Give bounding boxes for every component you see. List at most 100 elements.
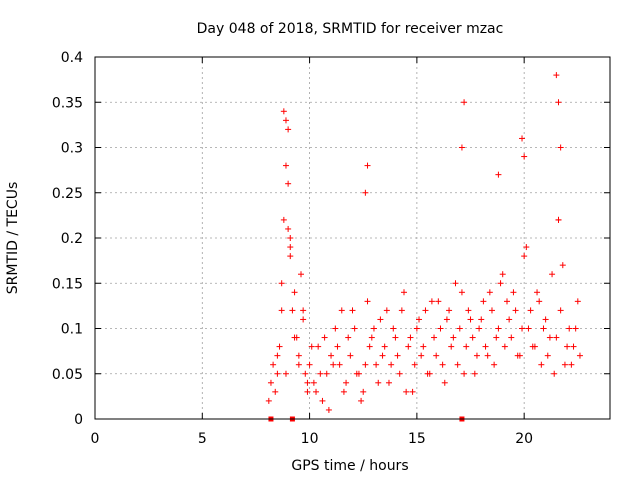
data-point	[553, 334, 560, 341]
y-tick-label: 0.25	[52, 186, 83, 202]
data-point	[280, 216, 287, 223]
data-point	[448, 343, 455, 350]
data-point	[330, 361, 337, 368]
data-point	[544, 352, 551, 359]
data-point	[534, 289, 541, 296]
data-point	[491, 361, 498, 368]
data-point	[476, 325, 483, 332]
data-point	[482, 343, 489, 350]
data-point	[420, 343, 427, 350]
data-point	[313, 388, 320, 395]
data-point	[504, 298, 510, 305]
y-tick-label: 0.1	[61, 322, 83, 338]
data-point	[514, 352, 521, 359]
data-point	[433, 352, 440, 359]
data-point	[295, 352, 302, 359]
data-point	[441, 379, 448, 386]
data-point	[501, 343, 508, 350]
data-point	[454, 361, 461, 368]
data-point	[362, 189, 369, 196]
data-point	[360, 388, 367, 395]
data-point	[298, 271, 304, 278]
data-point	[278, 307, 285, 314]
data-point	[484, 352, 491, 359]
data-point	[521, 153, 528, 160]
y-tick-label: 0.35	[52, 95, 83, 111]
data-point	[280, 108, 287, 115]
data-point	[358, 397, 365, 404]
data-point	[555, 216, 562, 223]
data-point	[478, 316, 485, 323]
data-point	[431, 334, 438, 341]
data-point	[267, 379, 274, 386]
data-point	[555, 99, 562, 106]
x-tick-label: 20	[515, 431, 533, 447]
data-point	[461, 99, 468, 106]
data-point	[542, 316, 549, 323]
data-point	[564, 343, 571, 350]
data-point	[375, 379, 382, 386]
data-point	[300, 307, 307, 314]
data-point	[495, 325, 502, 332]
data-point	[396, 370, 403, 377]
data-point	[349, 307, 356, 314]
data-point	[450, 334, 457, 341]
y-tick-label: 0.4	[61, 50, 83, 66]
data-point	[319, 397, 326, 404]
data-point	[540, 325, 547, 332]
data-point	[499, 271, 506, 278]
data-point	[304, 388, 311, 395]
data-point	[411, 361, 418, 368]
y-tick-label: 0.05	[52, 367, 83, 383]
data-point	[325, 406, 332, 413]
data-point	[570, 343, 577, 350]
data-point	[287, 235, 294, 241]
y-tick-label: 0.2	[61, 231, 83, 247]
data-point	[272, 388, 279, 395]
data-point	[315, 343, 322, 350]
data-point	[364, 162, 371, 169]
data-point	[553, 72, 560, 79]
data-point	[289, 307, 296, 314]
data-point	[557, 144, 564, 151]
data-point	[493, 334, 500, 341]
data-point	[465, 307, 472, 314]
data-point	[531, 343, 538, 350]
data-point	[368, 334, 375, 341]
data-point	[416, 316, 423, 323]
data-point	[439, 361, 446, 368]
data-point	[549, 271, 556, 278]
data-point	[308, 343, 315, 350]
data-point	[317, 370, 324, 377]
data-point	[508, 334, 515, 341]
data-point	[390, 325, 397, 332]
data-point	[310, 379, 317, 386]
data-point	[519, 325, 526, 332]
data-point	[285, 126, 292, 133]
data-point	[409, 388, 416, 395]
data-point	[364, 298, 371, 305]
data-point	[561, 361, 568, 368]
data-point	[546, 334, 553, 341]
data-point	[572, 325, 579, 332]
data-point	[282, 162, 289, 169]
data-point	[334, 343, 341, 350]
data-point	[306, 361, 313, 368]
data-point	[383, 307, 390, 314]
data-point	[270, 361, 277, 368]
data-point	[435, 298, 442, 305]
data-point	[480, 298, 487, 305]
data-point	[495, 171, 502, 178]
data-point	[377, 316, 384, 323]
data-point	[343, 379, 350, 386]
data-point	[379, 352, 386, 359]
data-point	[328, 352, 335, 359]
data-point	[559, 262, 566, 269]
data-point	[385, 379, 392, 386]
y-axis-label: SRMTID / TECUs	[5, 182, 21, 295]
data-point	[403, 388, 410, 395]
plot-frame	[94, 56, 611, 420]
data-point	[458, 289, 465, 296]
data-point	[519, 135, 526, 142]
